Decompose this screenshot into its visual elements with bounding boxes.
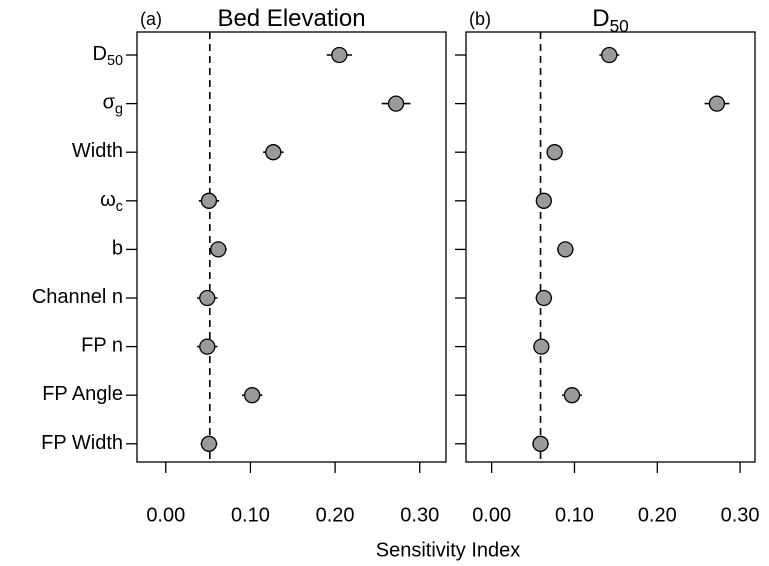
dot	[210, 241, 227, 258]
dot	[601, 46, 618, 64]
panel-title-main: Bed Elevation	[217, 5, 365, 32]
panel-title-sub: 50	[610, 16, 629, 36]
x-tick-label: 0.20	[638, 504, 677, 526]
y-tick-label-main: ω	[100, 189, 116, 211]
dot	[200, 192, 218, 209]
x-tick-label: 0.00	[472, 504, 511, 526]
dot	[535, 289, 552, 307]
x-tick-label: 0.10	[231, 504, 270, 526]
y-tick-label-sub: 50	[107, 53, 123, 69]
dot	[265, 144, 282, 161]
x-tick-label: 0.30	[400, 504, 439, 526]
y-tick-label: FP n	[81, 335, 123, 357]
y-tick-label: b	[112, 238, 123, 260]
dot	[546, 144, 563, 161]
y-tick-label-sub: c	[116, 199, 123, 215]
y-tick-label: ωc	[100, 189, 123, 215]
dot	[199, 289, 216, 307]
dot	[387, 95, 405, 112]
y-tick-label-sub: g	[115, 101, 123, 117]
dot	[563, 387, 581, 404]
y-tick-label-main: Width	[72, 140, 123, 162]
panel-label: (a)	[140, 9, 162, 29]
y-tick-label: σg	[103, 92, 123, 118]
dot	[243, 387, 261, 404]
y-tick-label: Channel n	[32, 286, 123, 308]
dot	[708, 95, 726, 112]
plot-frame	[465, 31, 756, 463]
y-tick-label: D50	[93, 43, 123, 69]
dot	[535, 192, 552, 209]
x-tick-label: 0.10	[555, 504, 594, 526]
x-axis-label: Sensitivity Index	[376, 539, 521, 561]
dot	[557, 241, 574, 258]
y-tick-label: FP Width	[41, 432, 123, 454]
y-tick-label-main: FP Width	[41, 432, 123, 454]
dot	[200, 435, 218, 452]
y-tick-label-main: Channel n	[32, 286, 123, 308]
y-tick-label-main: FP Angle	[42, 383, 123, 405]
panel-title: D50	[592, 5, 629, 35]
x-tick-label: 0.00	[146, 504, 185, 526]
x-tick-label: 0.30	[721, 504, 760, 526]
y-tick-label-main: D	[93, 43, 107, 65]
dot	[533, 338, 550, 355]
y-tick-label: FP Angle	[42, 383, 123, 405]
y-tick-label: Width	[72, 140, 123, 162]
y-tick-label-main: σ	[103, 92, 116, 114]
plot-frame	[136, 31, 447, 463]
dot	[199, 338, 216, 355]
y-tick-label-main: b	[112, 238, 123, 260]
y-tick-label-main: FP n	[81, 335, 123, 357]
x-tick-label: 0.20	[316, 504, 355, 526]
panel-title-main: D	[592, 5, 609, 32]
panel-label: (b)	[469, 9, 491, 29]
dot	[331, 46, 348, 64]
dot	[532, 435, 549, 452]
panel-title: Bed Elevation	[217, 5, 365, 32]
